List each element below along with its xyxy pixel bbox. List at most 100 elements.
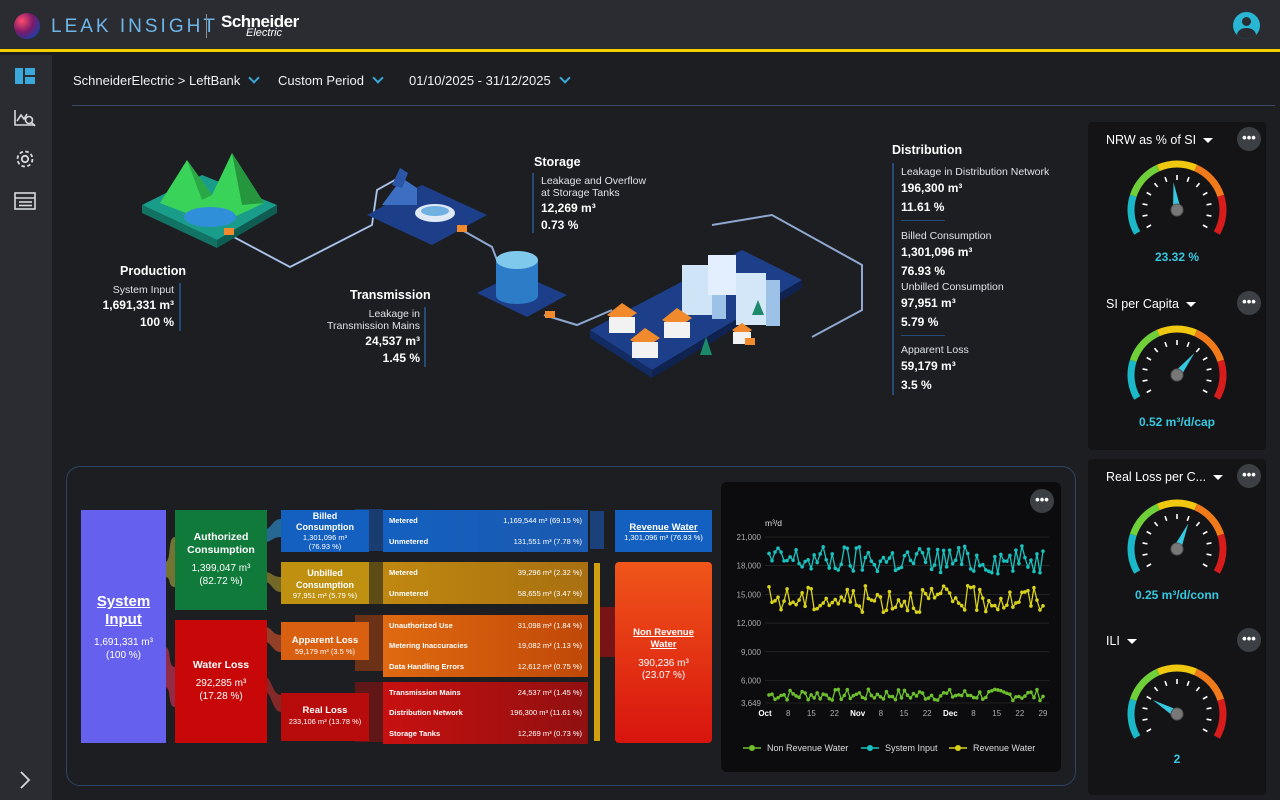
authorized-percent: (82.72 %) xyxy=(199,576,243,587)
non-revenue-water-node[interactable] xyxy=(615,562,712,743)
series-point xyxy=(896,688,901,692)
series-point xyxy=(926,696,931,700)
breakdown-row[interactable]: Unmetered 58,655 m³ (3.47 %) xyxy=(383,583,588,604)
series-point xyxy=(851,588,856,593)
period-type-label: Custom Period xyxy=(278,73,364,88)
series-point xyxy=(809,693,813,697)
expand-icon[interactable] xyxy=(12,767,38,793)
breakdown-row[interactable]: Metered 1,169,544 m³ (69.15 %) xyxy=(383,510,588,531)
distribution-leakage-volume: 196,300 m³ xyxy=(901,181,963,195)
settings-icon[interactable] xyxy=(12,146,38,172)
revenue-water-node[interactable] xyxy=(615,510,712,552)
breakdown-value: 12,269 m³ (0.73 %) xyxy=(517,729,582,739)
more-options-button[interactable]: ••• xyxy=(1030,489,1054,513)
date-range-dropdown[interactable]: 01/10/2025 - 31/12/2025 xyxy=(409,72,571,88)
breakdown-value: 1,169,544 m³ (69.15 %) xyxy=(503,516,582,525)
series-point xyxy=(965,551,970,556)
series-point xyxy=(791,600,795,604)
breakdown-row[interactable]: Data Handling Errors 12,612 m³ (0.75 %) xyxy=(383,656,588,677)
distribution-title: Distribution xyxy=(892,143,963,157)
caret-down-icon xyxy=(1185,301,1196,307)
gauge-tick xyxy=(1206,203,1212,206)
hierarchy-dropdown[interactable]: SchneiderElectric > LeftBank xyxy=(73,72,260,88)
water-balance-panel: System Input 1,691,331 m³ (100 %) Author… xyxy=(66,466,1076,786)
breakdown-label: Unmetered xyxy=(389,589,429,598)
breakdown-row[interactable]: Distribution Network 196,300 m³ (11.61 %) xyxy=(383,703,588,724)
series-point xyxy=(848,564,853,568)
breakdown-value: 131,551 m³ (7.78 %) xyxy=(513,537,582,546)
kpi-value: 0.25 m³/d/conn xyxy=(1134,588,1220,602)
more-options-button[interactable]: ••• xyxy=(1237,127,1261,151)
more-options-button[interactable]: ••• xyxy=(1237,464,1261,488)
period-type-dropdown[interactable]: Custom Period xyxy=(278,72,384,88)
series-point xyxy=(938,591,943,596)
gauge-tick xyxy=(1202,728,1208,733)
breakdown-row[interactable]: Storage Tanks 12,269 m³ (0.73 %) xyxy=(383,723,588,744)
kpi-dropdown-nrw[interactable]: NRW as % of SI xyxy=(1106,133,1214,147)
authorized-consumption-node[interactable] xyxy=(175,510,267,610)
series-point xyxy=(866,596,871,601)
series-point xyxy=(842,693,847,698)
series-point xyxy=(920,691,925,695)
series-point xyxy=(1038,608,1042,612)
series-point xyxy=(794,602,798,607)
user-avatar-icon[interactable] xyxy=(1233,12,1260,39)
breakdown-row[interactable]: Unauthorized Use 31,098 m³ (1.84 %) xyxy=(383,615,588,636)
series-point xyxy=(905,693,910,697)
gauge-hub xyxy=(1170,203,1184,217)
series-point xyxy=(962,544,967,549)
more-options-button[interactable]: ••• xyxy=(1237,628,1261,652)
gauge-tick xyxy=(1206,553,1212,556)
gauge-band xyxy=(1213,698,1227,739)
apparent-title: Apparent Loss xyxy=(291,635,359,646)
breakdown-row[interactable]: Transmission Mains 24,537 m³ (1.45 %) xyxy=(383,682,588,703)
series-point xyxy=(980,697,985,701)
main-content: SchneiderElectric > LeftBank Custom Peri… xyxy=(52,55,1280,800)
series-point xyxy=(869,693,874,698)
kpi-dropdown-ili[interactable]: ILI xyxy=(1106,634,1137,648)
dashboard-icon[interactable] xyxy=(12,63,38,89)
series-point xyxy=(950,695,955,699)
more-options-button[interactable]: ••• xyxy=(1237,291,1261,315)
unbilled-consumption-node[interactable] xyxy=(281,562,369,604)
billed-consumption-node[interactable] xyxy=(281,510,369,552)
breakdown-label: Metered xyxy=(389,568,418,577)
gauge-band xyxy=(1129,329,1160,363)
series-point xyxy=(1017,561,1021,566)
gauge-tick xyxy=(1202,356,1208,361)
series-point xyxy=(881,555,886,560)
breakdown-row[interactable]: Metered 39,296 m³ (2.32 %) xyxy=(383,562,588,583)
app-title: LEAK INSIGHT xyxy=(51,16,218,37)
analytics-icon[interactable] xyxy=(12,105,38,131)
kpi-card-top: NRW as % of SI ••• 23.32 % SI per Capita… xyxy=(1088,122,1266,450)
real-loss-node[interactable] xyxy=(281,693,369,741)
transmission-volume: 24,537 m³ xyxy=(365,334,420,348)
breakdown-row[interactable]: Unmetered 131,551 m³ (7.78 %) xyxy=(383,531,588,552)
y-tick-label: 12,000 xyxy=(737,619,762,628)
series-point xyxy=(987,569,991,574)
x-tick-label: 15 xyxy=(807,709,816,718)
series-point xyxy=(965,583,970,588)
series-point xyxy=(1014,695,1018,699)
list-icon[interactable] xyxy=(12,188,38,214)
breakdown-value: 196,300 m³ (11.61 %) xyxy=(510,708,582,718)
kpi-title: Real Loss per C... xyxy=(1106,470,1207,484)
gauge-band xyxy=(1127,698,1141,739)
apparent-loss-node[interactable] xyxy=(281,622,369,660)
series-point xyxy=(1026,588,1030,593)
series-point xyxy=(830,600,835,605)
series-point xyxy=(863,696,868,701)
series-point xyxy=(993,554,997,559)
kpi-dropdown-si-per-capita[interactable]: SI per Capita xyxy=(1106,297,1196,311)
gauge-tick xyxy=(1206,379,1212,382)
breakdown-row[interactable]: Metering Inaccuracies 19,082 m³ (1.13 %) xyxy=(383,636,588,657)
series-point xyxy=(947,548,952,552)
kpi-dropdown-real-loss[interactable]: Real Loss per C... xyxy=(1106,470,1224,484)
gauge-band xyxy=(1129,503,1160,537)
system-input-node[interactable] xyxy=(81,510,166,743)
gauge-tick xyxy=(1146,224,1152,229)
x-tick-label: 15 xyxy=(992,709,1001,718)
gauge-tick xyxy=(1164,341,1168,348)
water-loss-node[interactable] xyxy=(175,620,267,743)
unbilled-detail: 97,951 m³ (5.79 %) xyxy=(292,591,358,600)
